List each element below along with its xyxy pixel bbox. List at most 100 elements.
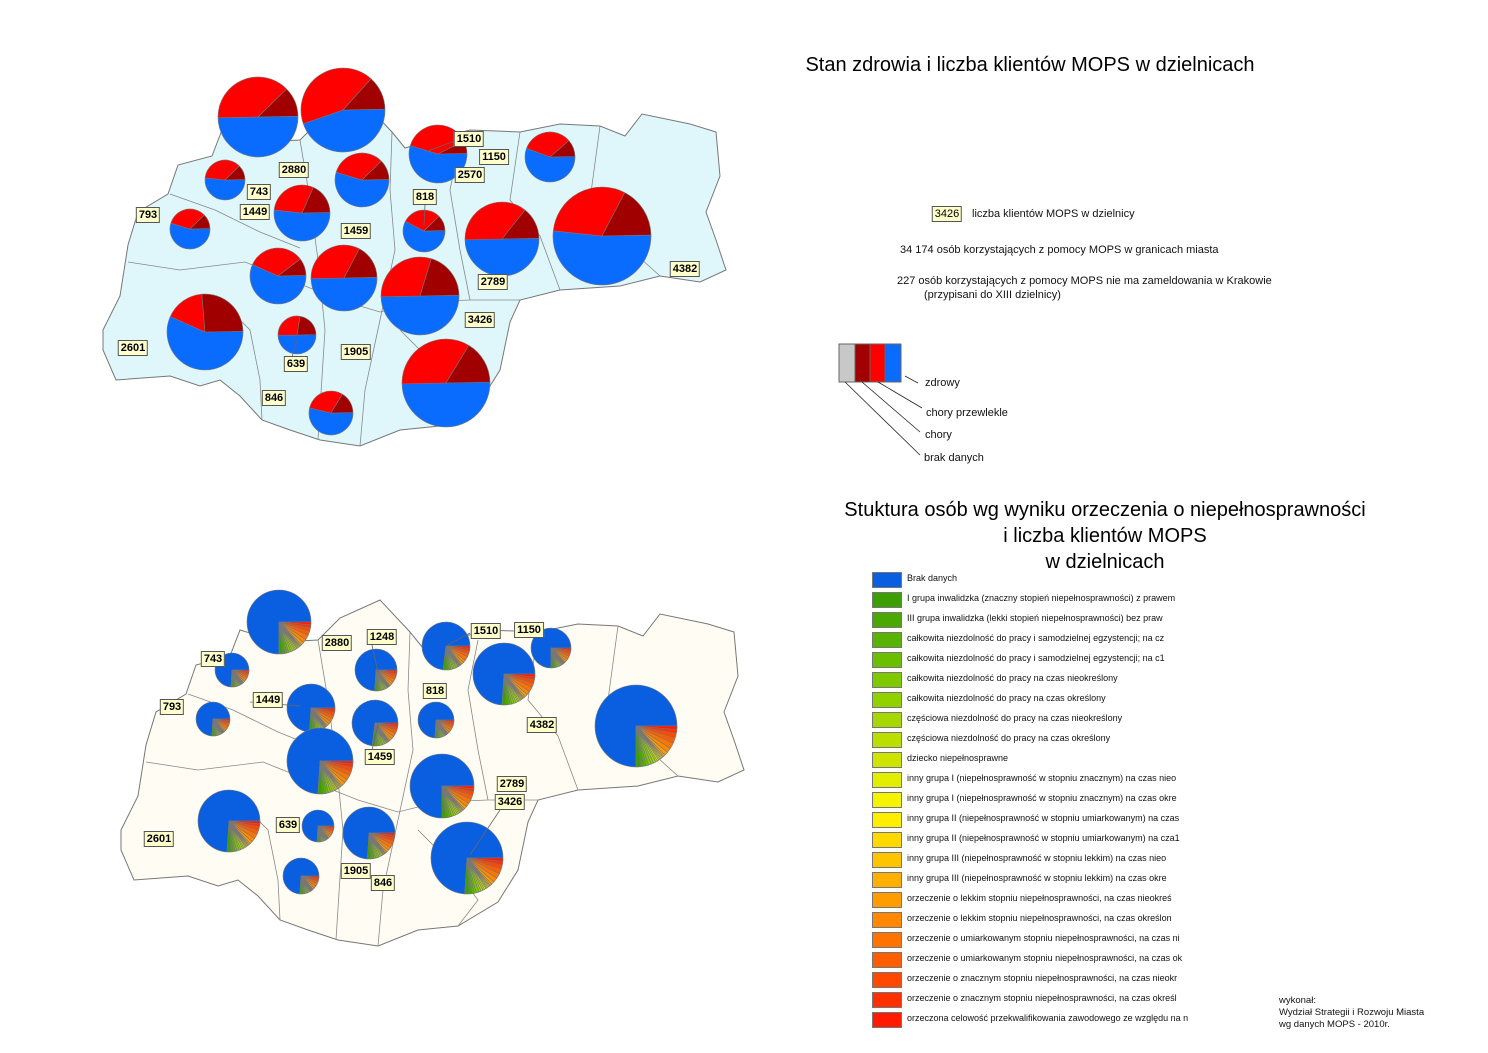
district-client-count-label: 1905 xyxy=(340,344,372,360)
legend-swatch xyxy=(872,632,902,648)
legend-swatch xyxy=(872,832,902,848)
pie-slice-category-22 xyxy=(300,875,320,878)
legend-swatch xyxy=(872,592,902,608)
pie-chart xyxy=(277,315,317,355)
pie-slice-category-22 xyxy=(441,785,475,790)
legend-swatch-zdrowy xyxy=(884,343,902,383)
district-client-count-label: 2880 xyxy=(321,635,353,651)
pie-chart xyxy=(524,131,576,183)
pie-slice-category-22 xyxy=(374,722,399,726)
pie-chart xyxy=(273,184,331,242)
district-client-count-label: 1459 xyxy=(340,223,372,239)
pie-chart xyxy=(286,683,336,733)
pie-chart xyxy=(380,256,460,336)
legend-item-label: orzeczenie o znacznym stopniu niepełnosp… xyxy=(907,993,1177,1003)
legend-item-label: całkowita niezdolność do pracy i samodzi… xyxy=(907,633,1165,643)
district-client-count-label: 639 xyxy=(283,356,309,372)
legend-item-label: orzeczenie o lekkim stopniu niepełnospra… xyxy=(907,893,1172,903)
legend-item-label: całkowita niezdolność do pracy na czas o… xyxy=(907,693,1106,703)
district-client-count-label: 1150 xyxy=(514,622,544,638)
pie-slice-chory xyxy=(204,159,240,181)
district-client-count-label: 2880 xyxy=(278,162,310,178)
leader-line xyxy=(371,644,379,673)
district-client-count-label: 2601 xyxy=(143,831,175,847)
pie-chart xyxy=(301,809,335,843)
top-pie-charts xyxy=(166,67,652,436)
note-unregistered: 227 osób korzystających z pomocy MOPS ni… xyxy=(897,275,1272,287)
legend-swatch xyxy=(872,652,902,668)
pie-slice-zdrowy xyxy=(169,222,211,250)
legend-label-brak-danych: brak danych xyxy=(924,452,984,464)
legend-item-label: orzeczona celowość przekwalifikowania za… xyxy=(907,1013,1189,1023)
leader-line xyxy=(371,724,379,751)
pie-slice-chory xyxy=(300,67,372,125)
legend-item-label: III grupa inwalidzka (lekki stopień niep… xyxy=(907,613,1163,623)
pie-chart xyxy=(408,124,468,184)
district-client-count-label: 2789 xyxy=(477,274,509,290)
pie-slice-chory-przewlekle xyxy=(343,248,378,279)
pie-chart xyxy=(217,76,299,158)
top-map-title: Stan zdrowia i liczba klientów MOPS w dz… xyxy=(805,54,1255,76)
district-client-count-label: 639 xyxy=(275,817,301,833)
legend-swatch xyxy=(872,972,902,988)
pie-chart xyxy=(421,621,471,671)
legend-swatch xyxy=(872,872,902,888)
pie-chart xyxy=(195,701,231,737)
pie-chart xyxy=(334,152,390,208)
pie-chart xyxy=(282,857,320,895)
legend-swatch xyxy=(872,692,902,708)
pie-slice-zdrowy xyxy=(302,108,386,153)
leader-chory-przewlekle xyxy=(877,381,923,409)
legend-item-label: całkowita niezdolność do pracy na czas n… xyxy=(907,673,1118,683)
pie-chart xyxy=(464,201,540,277)
pie-chart xyxy=(300,67,386,153)
credit-text: wykonał: Wydział Strategii i Rozwoju Mia… xyxy=(1279,995,1424,1031)
pie-slice-zdrowy xyxy=(166,316,244,371)
legend-swatch-chory-przewlekle xyxy=(854,343,871,383)
pie-slice-chory xyxy=(380,256,432,298)
pie-chart xyxy=(417,701,455,739)
pie-slice-zdrowy xyxy=(401,381,491,428)
pie-chart xyxy=(169,208,211,250)
pie-slice-chory xyxy=(526,131,570,158)
legend-swatch-chory xyxy=(869,343,886,383)
legend-swatch xyxy=(872,792,902,808)
pie-slice-chory xyxy=(277,315,301,336)
legend-sample-text: liczba klientów MOPS w dzielnicy xyxy=(972,208,1135,220)
bottom-map-title: Stuktura osób wg wyniku orzeczenia o nie… xyxy=(790,497,1420,575)
legend-label-chory: chory xyxy=(925,429,952,441)
pie-slice-brak-danych xyxy=(594,684,678,768)
district-client-count-label: 2601 xyxy=(117,340,149,356)
pie-slice-chory-przewlekle xyxy=(277,258,307,277)
pie-slice-brak-danych xyxy=(246,589,312,655)
pie-slice-category-22 xyxy=(435,719,455,722)
district-client-count-label: 1510 xyxy=(453,131,485,147)
pie-slice-brak-danych xyxy=(409,753,475,819)
note-total-clients: 34 174 osób korzystających z pomocy MOPS… xyxy=(900,244,1219,256)
pie-chart xyxy=(214,652,250,688)
leader-brak-danych xyxy=(844,381,921,456)
district-client-count-label: 793 xyxy=(135,207,161,223)
pie-slice-chory-przewlekle xyxy=(189,214,211,230)
pie-slice-zdrowy xyxy=(277,334,317,355)
legend-swatch xyxy=(872,912,902,928)
pie-slice-chory xyxy=(404,209,440,232)
district-boundary xyxy=(145,761,538,813)
legend-swatch xyxy=(872,672,902,688)
legend-swatch xyxy=(872,732,902,748)
leader-zdrowy xyxy=(904,375,919,384)
pie-slice-zdrowy xyxy=(273,209,331,242)
leader-line xyxy=(445,632,471,647)
district-client-count-label: 1905 xyxy=(340,863,372,879)
legend-item-label: inny grupa II (niepełnosprawność w stopn… xyxy=(907,833,1180,843)
note-unregistered-sub: (przypisani do XIII dzielnicy) xyxy=(924,289,1061,301)
leader-line xyxy=(423,204,426,227)
district-client-count-label: 846 xyxy=(261,390,287,406)
legend-item-label: dziecko niepełnosprawne xyxy=(907,753,1009,763)
pie-chart xyxy=(166,293,244,371)
pie-slice-category-22 xyxy=(368,832,396,836)
pie-chart xyxy=(402,209,446,253)
pie-slice-chory-przewlekle xyxy=(257,88,299,118)
legend-swatch xyxy=(872,752,902,768)
